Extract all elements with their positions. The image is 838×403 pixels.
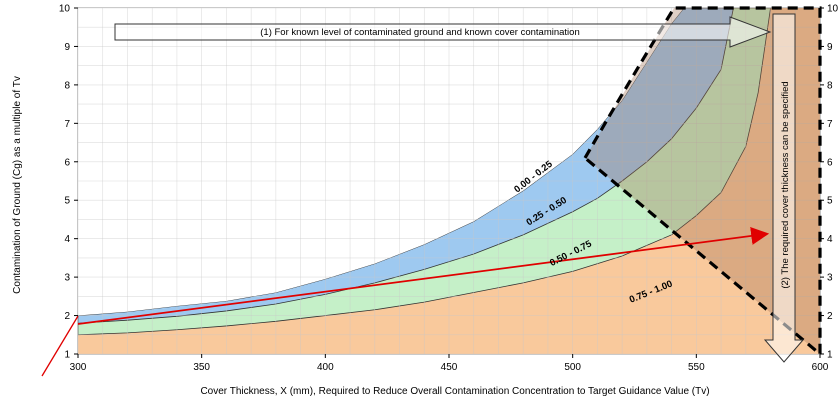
y-tick-label-right: 6 (827, 157, 833, 168)
x-tick-label: 500 (564, 362, 581, 373)
x-tick-label: 350 (193, 362, 210, 373)
annotation-arrow-1: (1) For known level of contaminated grou… (114, 16, 772, 48)
y-tick-label-right: 8 (827, 80, 833, 91)
y-tick-label-left: 6 (64, 157, 70, 168)
annotation-1-text: (1) For known level of contaminated grou… (260, 27, 579, 38)
y-tick-label-left: 9 (64, 42, 70, 53)
region-specified-cover (585, 8, 820, 354)
y-tick-label-left: 4 (64, 234, 70, 245)
y-tick-label-left: 2 (64, 311, 70, 322)
y-tick-label-right: 3 (827, 273, 833, 284)
x-tick-label: 300 (70, 362, 87, 373)
y-tick-label-right: 5 (827, 196, 833, 207)
y-tick-label-right: 7 (827, 119, 833, 130)
x-tick-label: 550 (688, 362, 705, 373)
y-tick-label-left: 1 (64, 350, 70, 361)
y-tick-label-left: 7 (64, 119, 70, 130)
red-pointer-line (41, 315, 79, 377)
boundary-dashed-line (582, 6, 822, 358)
red-arrow-line (77, 226, 770, 325)
annotation-2-text: (2) The required cover thickness can be … (780, 81, 791, 288)
y-tick-label-right: 9 (827, 42, 833, 53)
y-tick-label-left: 8 (64, 80, 70, 91)
y-tick-label-right: 1 (827, 350, 833, 361)
x-axis-label: Cover Thickness, X (mm), Required to Red… (200, 386, 709, 397)
x-tick-label: 400 (317, 362, 334, 373)
y-axis-label: Contamination of Ground (Cg) as a multip… (12, 76, 23, 294)
y-tick-label-right: 10 (827, 4, 838, 15)
y-tick-label-left: 10 (59, 4, 71, 15)
x-tick-label: 600 (812, 362, 829, 373)
y-tick-label-right: 4 (827, 234, 833, 245)
y-tick-label-left: 3 (64, 273, 70, 284)
contour-areas (78, 8, 820, 354)
annotation-arrow-2: (2) The required cover thickness can be … (763, 13, 805, 363)
y-tick-label-left: 5 (64, 196, 70, 207)
x-tick-label: 450 (441, 362, 458, 373)
y-tick-label-right: 2 (827, 311, 833, 322)
